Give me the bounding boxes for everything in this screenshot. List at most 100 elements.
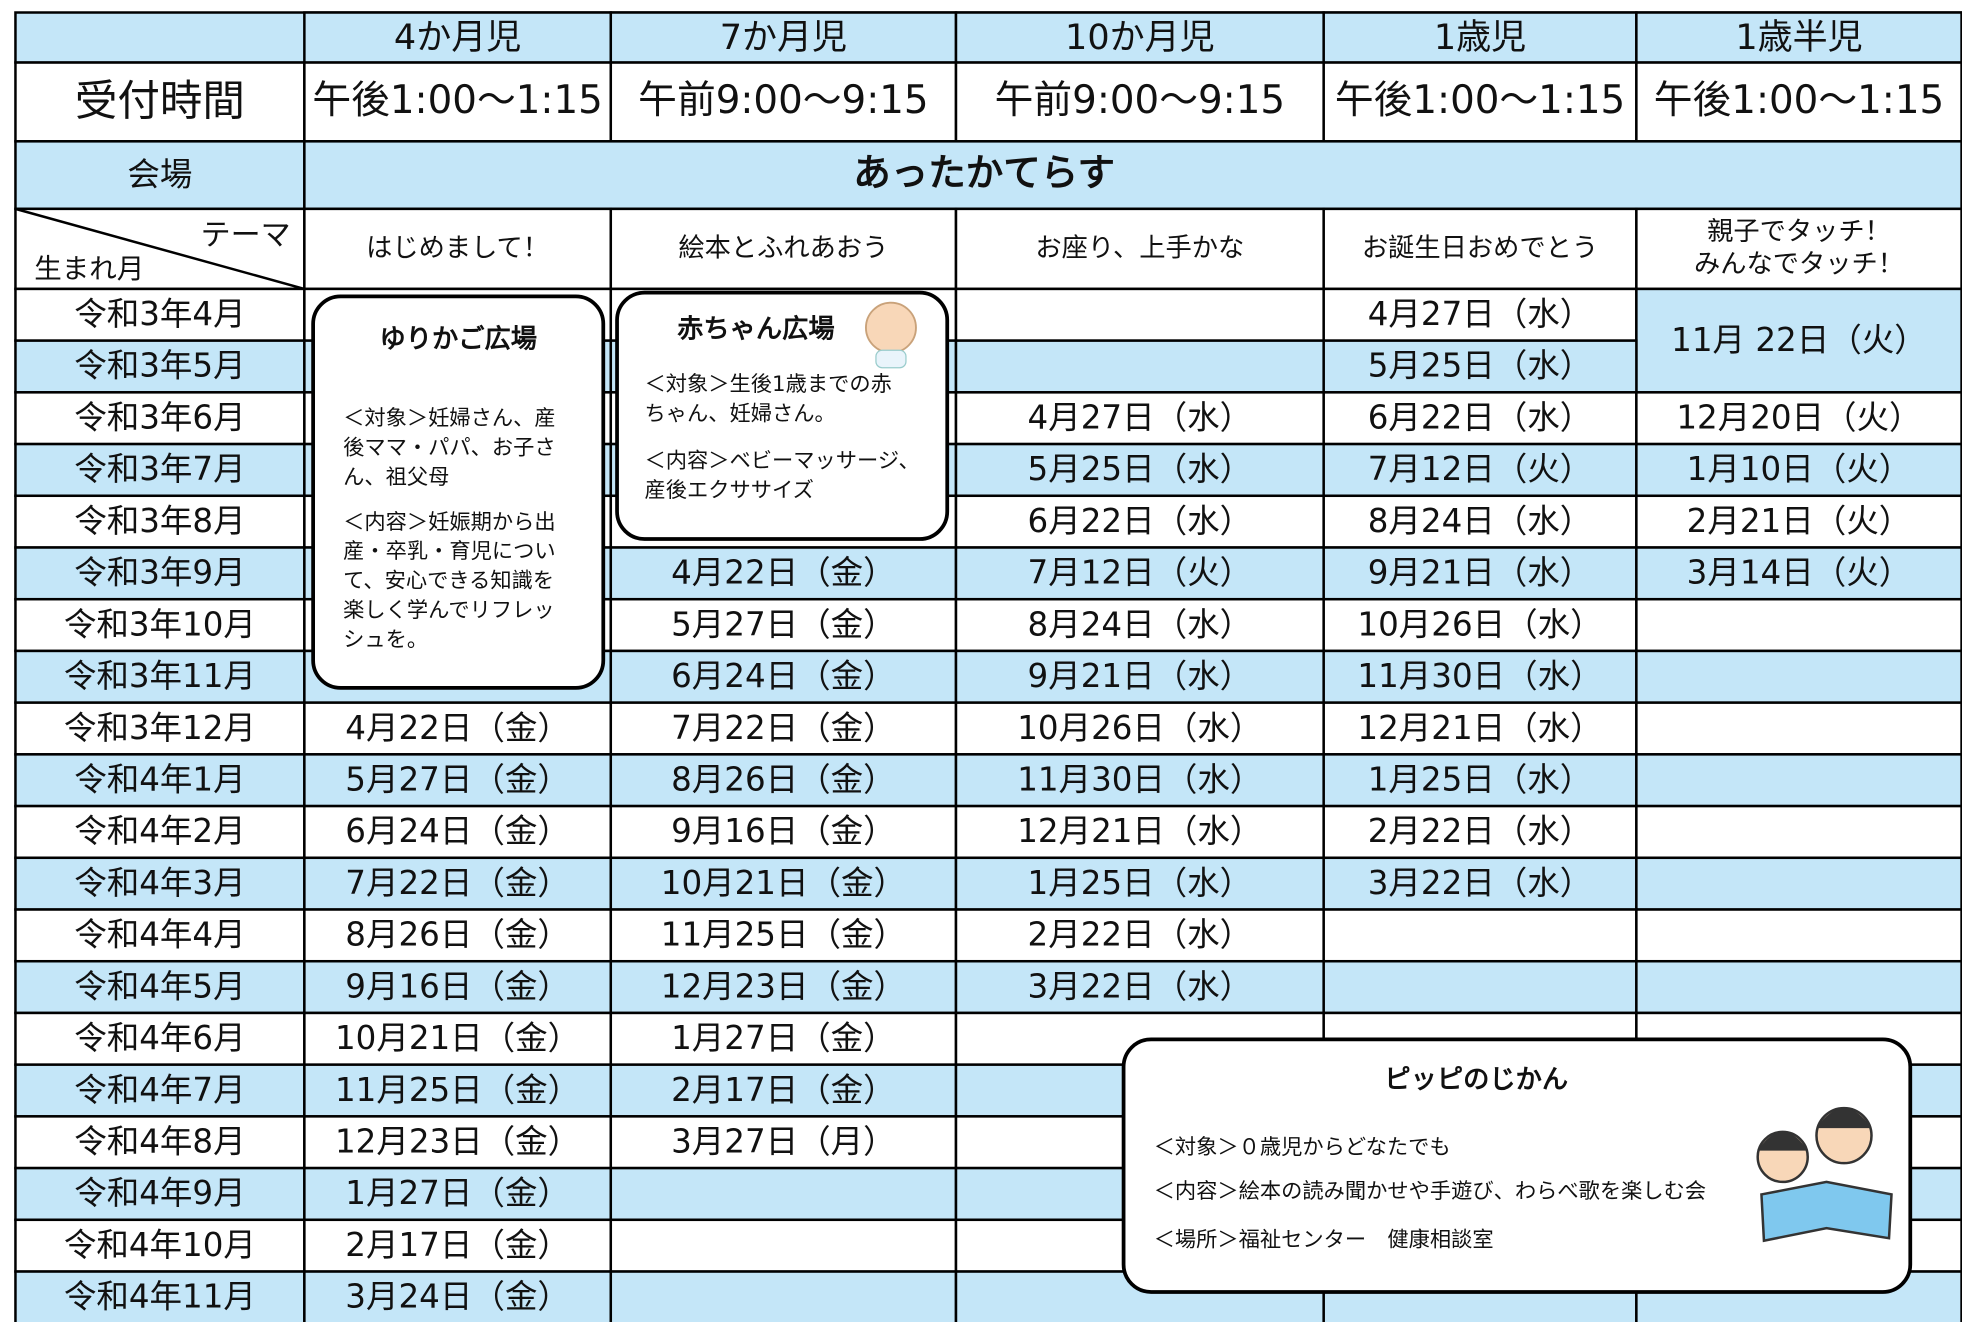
theme-label: テーマ [201, 218, 291, 253]
cell [1635, 11, 1962, 64]
box-text: ＜対象＞０歳児からどなたでも [1154, 1135, 1451, 1160]
date: 9月21日（水） [1368, 554, 1593, 592]
date: 6月22日（水） [1368, 398, 1593, 436]
birth-month: 令和3年11月 [64, 657, 256, 695]
date: 1月25日（水） [1028, 864, 1253, 902]
cell [14, 804, 306, 860]
cell [609, 804, 958, 860]
cell [609, 959, 958, 1015]
cell [1635, 753, 1962, 808]
birth-month: 令和3年10月 [64, 605, 256, 643]
cell [303, 1270, 613, 1322]
diagonal [15, 207, 305, 291]
cell [954, 61, 1325, 143]
box-title: ゆりかご広場 [379, 324, 537, 355]
birth-month: 令和4年2月 [74, 812, 245, 850]
cell [1322, 804, 1638, 860]
column-header: 1歳児 [1434, 18, 1526, 58]
cell [14, 1063, 306, 1118]
date: 2月17日（金） [345, 1226, 570, 1264]
date: 3月24日（金） [345, 1278, 570, 1316]
birth-month: 令和3年4月 [74, 295, 245, 333]
date: 1月27日（金） [671, 1019, 896, 1057]
cell [1635, 908, 1962, 963]
date: 11月25日（金） [335, 1071, 580, 1109]
birth-month: 令和4年7月 [74, 1071, 245, 1109]
box-text: ＜内容＞ベビーマッサージ、 [645, 449, 920, 474]
cell [1322, 959, 1638, 1015]
date: 9月16日（金） [671, 812, 896, 850]
date: 7月12日（火） [1028, 554, 1253, 592]
date: 8月26日（金） [671, 760, 896, 798]
date: 5月27日（金） [671, 605, 896, 643]
date: 9月21日（水） [1028, 657, 1253, 695]
date: 4月27日（水） [1368, 295, 1593, 333]
date: 11月25日（金） [661, 916, 906, 954]
date: 11月30日（水） [1357, 657, 1602, 695]
cell [609, 1270, 958, 1322]
cell [303, 11, 613, 64]
cell [14, 753, 306, 808]
cell [14, 597, 306, 653]
theme: みんなでタッチ！ [1694, 250, 1904, 280]
birth-month: 令和3年6月 [74, 398, 245, 436]
pippi-box [1121, 1037, 1913, 1294]
cell [14, 701, 306, 756]
date: 4月22日（金） [345, 709, 570, 747]
date: 2月22日（水） [1028, 916, 1253, 954]
date: 10月26日（水） [1357, 605, 1602, 643]
row-label: 受付時間 [75, 77, 245, 126]
cell [14, 391, 306, 446]
cell [954, 701, 1325, 756]
birth-month: 令和3年9月 [74, 554, 245, 592]
cell [1322, 546, 1638, 601]
cell [303, 140, 1962, 211]
date: 4月22日（金） [671, 554, 896, 592]
box-text: 後ママ・パパ、お子さ [343, 435, 556, 460]
cell [1635, 804, 1962, 860]
date: 12月21日（水） [1357, 709, 1602, 747]
venue: あったかてらす [853, 151, 1115, 195]
cell [1635, 701, 1962, 756]
date: 8月24日（水） [1368, 502, 1593, 540]
cell [1322, 207, 1638, 291]
date: 7月12日（火） [1368, 450, 1593, 488]
cell [1322, 391, 1638, 446]
birth-month: 令和3年7月 [74, 450, 245, 488]
birth-month: 令和4年1月 [74, 760, 245, 798]
cell [954, 442, 1325, 498]
date: 11月 22日（火） [1671, 321, 1927, 359]
date: 10月21日（金） [661, 864, 906, 902]
date: 1月10日（火） [1687, 450, 1912, 488]
box-text: て、安心できる知識を [343, 569, 554, 594]
cell [1635, 597, 1962, 653]
box-text: ＜場所＞福祉センター 健康相談室 [1154, 1228, 1494, 1253]
date: 7月22日（金） [345, 864, 570, 902]
cell [954, 339, 1325, 394]
date: 12月23日（金） [335, 1122, 580, 1160]
cell [1322, 908, 1638, 963]
cell [609, 1218, 958, 1273]
reception-time: 午後1:00～1:15 [312, 78, 602, 123]
date: 2月17日（金） [671, 1071, 896, 1109]
date: 7月22日（金） [671, 709, 896, 747]
date: 8月24日（水） [1028, 605, 1253, 643]
box-text: 楽しく学んでリフレッ [343, 598, 554, 623]
cell [14, 1270, 306, 1322]
box-text: 産後エクササイズ [645, 478, 814, 503]
reception-time: 午後1:00～1:15 [1654, 78, 1944, 123]
cell [1635, 287, 1962, 394]
baby-icon [875, 349, 907, 369]
akachan-box [615, 290, 950, 541]
box-title: ピッピのじかん [1384, 1065, 1568, 1095]
date: 3月22日（水） [1028, 967, 1253, 1005]
date: 5月25日（水） [1028, 450, 1253, 488]
date: 9月16日（金） [345, 967, 570, 1005]
cell [1322, 701, 1638, 756]
theme: お誕生日おめでとう [1362, 233, 1598, 263]
date: 6月24日（金） [345, 812, 570, 850]
date: 4月27日（水） [1028, 398, 1253, 436]
kids-icon [1757, 1131, 1808, 1151]
cell [609, 1011, 958, 1066]
